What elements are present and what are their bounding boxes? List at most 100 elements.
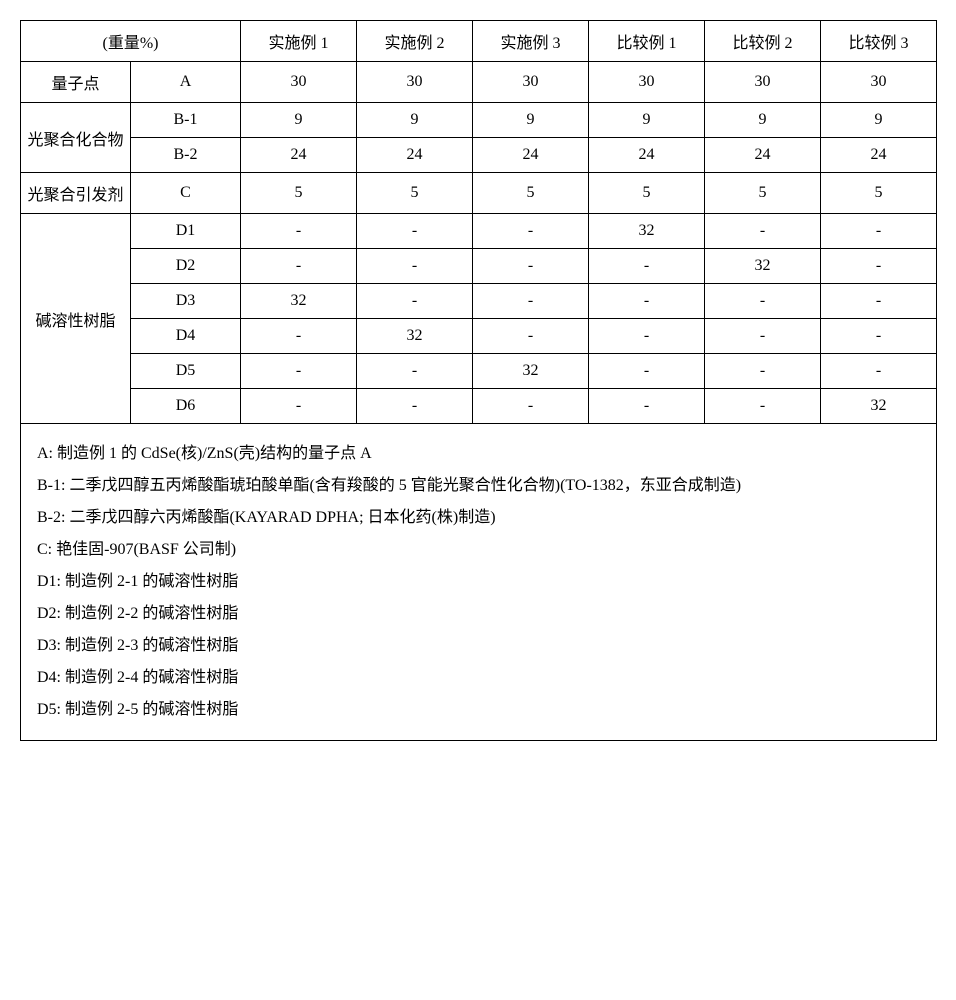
cell: - [241, 249, 357, 284]
cell: - [705, 389, 821, 424]
cell: - [357, 214, 473, 249]
cell: 5 [357, 173, 473, 214]
cell: 24 [357, 138, 473, 173]
cell: - [241, 389, 357, 424]
sub-d6: D6 [131, 389, 241, 424]
note-a: A: 制造例 1 的 CdSe(核)/ZnS(壳)结构的量子点 A [37, 438, 920, 470]
row-d6: D6 - - - - - 32 [21, 389, 937, 424]
row-d3: D3 32 - - - - - [21, 284, 937, 319]
composition-table: (重量%) 实施例 1 实施例 2 实施例 3 比较例 1 比较例 2 比较例 … [20, 20, 937, 741]
cell: - [589, 249, 705, 284]
cell: 32 [473, 354, 589, 389]
col-cmp2: 比较例 2 [705, 21, 821, 62]
cell: 24 [705, 138, 821, 173]
cell: - [821, 284, 937, 319]
note-d2: D2: 制造例 2-2 的碱溶性树脂 [37, 598, 920, 630]
cell: 30 [473, 62, 589, 103]
cell: 9 [357, 103, 473, 138]
row-photo-b1: 光聚合化合物 B-1 9 9 9 9 9 9 [21, 103, 937, 138]
units-header: (重量%) [21, 21, 241, 62]
sub-b2: B-2 [131, 138, 241, 173]
sub-d3: D3 [131, 284, 241, 319]
cell: - [473, 249, 589, 284]
cat-qdot: 量子点 [21, 62, 131, 103]
cell: - [821, 319, 937, 354]
cell: 5 [473, 173, 589, 214]
cell: 30 [357, 62, 473, 103]
cell: 5 [705, 173, 821, 214]
cell: 30 [589, 62, 705, 103]
cell: - [821, 354, 937, 389]
col-ex1: 实施例 1 [241, 21, 357, 62]
cell: - [473, 319, 589, 354]
sub-d2: D2 [131, 249, 241, 284]
cell: 32 [357, 319, 473, 354]
cell: - [357, 284, 473, 319]
cell: 9 [473, 103, 589, 138]
cell: 9 [821, 103, 937, 138]
cell: - [357, 249, 473, 284]
note-b2: B-2: 二季戊四醇六丙烯酸酯(KAYARAD DPHA; 日本化药(株)制造) [37, 502, 920, 534]
cell: - [589, 284, 705, 319]
cell: 24 [821, 138, 937, 173]
cell: - [705, 284, 821, 319]
cat-photo: 光聚合化合物 [21, 103, 131, 173]
sub-b1: B-1 [131, 103, 241, 138]
cell: - [241, 354, 357, 389]
cell: - [473, 389, 589, 424]
note-d5: D5: 制造例 2-5 的碱溶性树脂 [37, 694, 920, 726]
note-d3: D3: 制造例 2-3 的碱溶性树脂 [37, 630, 920, 662]
cell: - [357, 354, 473, 389]
cell: - [241, 214, 357, 249]
col-ex3: 实施例 3 [473, 21, 589, 62]
notes-row: A: 制造例 1 的 CdSe(核)/ZnS(壳)结构的量子点 A B-1: 二… [21, 424, 937, 741]
sub-d4: D4 [131, 319, 241, 354]
cell: - [241, 319, 357, 354]
cell: 30 [821, 62, 937, 103]
col-cmp1: 比较例 1 [589, 21, 705, 62]
cell: 9 [705, 103, 821, 138]
row-d5: D5 - - 32 - - - [21, 354, 937, 389]
cell: 24 [589, 138, 705, 173]
cell: 5 [821, 173, 937, 214]
cell: - [473, 284, 589, 319]
cell: - [589, 389, 705, 424]
cell: 24 [473, 138, 589, 173]
cell: 32 [705, 249, 821, 284]
sub-d1: D1 [131, 214, 241, 249]
cell: 30 [705, 62, 821, 103]
cell: 9 [589, 103, 705, 138]
cell: 5 [241, 173, 357, 214]
row-d4: D4 - 32 - - - - [21, 319, 937, 354]
col-ex2: 实施例 2 [357, 21, 473, 62]
cell: - [705, 319, 821, 354]
cell: 32 [241, 284, 357, 319]
cell: 9 [241, 103, 357, 138]
row-qdot: 量子点 A 30 30 30 30 30 30 [21, 62, 937, 103]
row-initiator: 光聚合引发剂 C 5 5 5 5 5 5 [21, 173, 937, 214]
row-photo-b2: B-2 24 24 24 24 24 24 [21, 138, 937, 173]
note-d1: D1: 制造例 2-1 的碱溶性树脂 [37, 566, 920, 598]
cell: 24 [241, 138, 357, 173]
cat-initiator: 光聚合引发剂 [21, 173, 131, 214]
cell: - [589, 354, 705, 389]
col-cmp3: 比较例 3 [821, 21, 937, 62]
cat-resin: 碱溶性树脂 [21, 214, 131, 424]
note-d4: D4: 制造例 2-4 的碱溶性树脂 [37, 662, 920, 694]
note-b1: B-1: 二季戊四醇五丙烯酸酯琥珀酸单酯(含有羧酸的 5 官能光聚合性化合物)(… [37, 470, 920, 502]
cell: - [705, 354, 821, 389]
cell: - [357, 389, 473, 424]
cell: - [473, 214, 589, 249]
cell: - [821, 249, 937, 284]
cell: 30 [241, 62, 357, 103]
cell: - [705, 214, 821, 249]
header-row: (重量%) 实施例 1 实施例 2 实施例 3 比较例 1 比较例 2 比较例 … [21, 21, 937, 62]
notes-cell: A: 制造例 1 的 CdSe(核)/ZnS(壳)结构的量子点 A B-1: 二… [21, 424, 937, 741]
cell: 32 [821, 389, 937, 424]
note-c: C: 艳佳固-907(BASF 公司制) [37, 534, 920, 566]
cell: - [589, 319, 705, 354]
row-d1: 碱溶性树脂 D1 - - - 32 - - [21, 214, 937, 249]
cell: 32 [589, 214, 705, 249]
sub-c: C [131, 173, 241, 214]
sub-d5: D5 [131, 354, 241, 389]
